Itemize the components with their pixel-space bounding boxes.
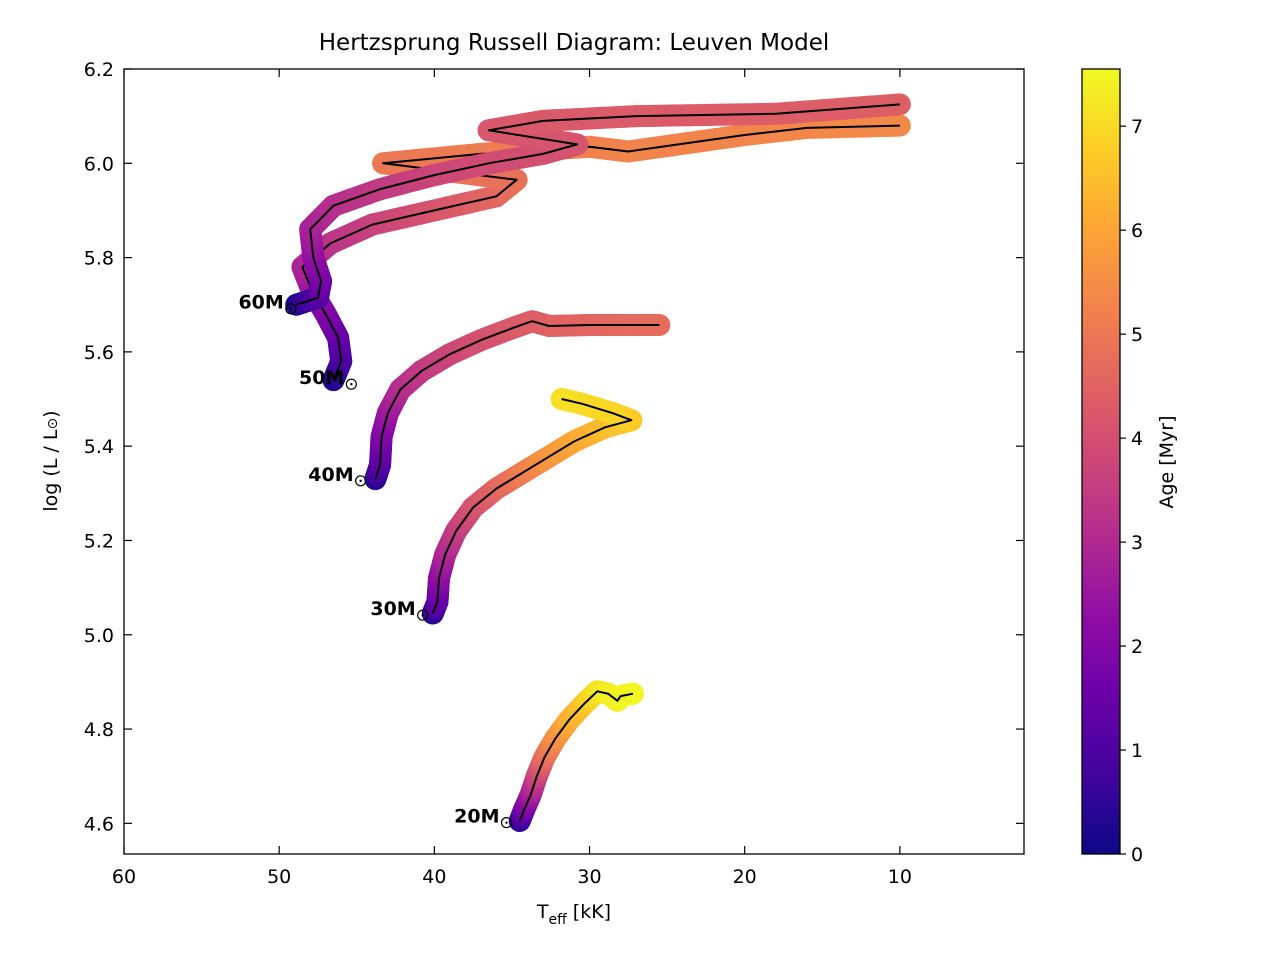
track-label-40m: 40M [308, 464, 353, 486]
track-label-30m: 30M [370, 598, 415, 620]
y-axis-title-end: ) [40, 410, 62, 417]
sun-symbol-icon [285, 303, 297, 315]
colorbar-tick-label: 7 [1131, 116, 1143, 138]
colorbar-tick-label: 0 [1131, 844, 1143, 866]
track-40m [364, 310, 671, 491]
colorbar-ticks: 0 1 2 3 4 5 6 7 [1120, 116, 1143, 866]
colorbar-tick-label: 6 [1131, 220, 1143, 242]
track-50m [291, 114, 911, 392]
sun-symbol-dot [359, 479, 362, 483]
y-tick-label: 4.8 [84, 719, 114, 741]
y-tick-label: 5.8 [84, 248, 114, 270]
sun-symbol-icon [500, 817, 513, 829]
y-tick-label: 6.0 [84, 153, 114, 175]
y-tick-label: 6.2 [84, 59, 114, 81]
x-axis-title-unit: [kK] [567, 901, 611, 923]
y-tick-label: 5.0 [84, 625, 114, 647]
track-line [295, 103, 900, 306]
x-tick-label: 10 [888, 866, 912, 888]
x-tick-label: 40 [422, 866, 446, 888]
x-tick-label: 60 [112, 866, 136, 888]
x-axis-title-sub: eff [549, 912, 568, 928]
track-label-60m: 60M [238, 292, 283, 314]
x-tick-label: 30 [577, 866, 601, 888]
colorbar-tick-label: 5 [1131, 324, 1143, 346]
sun-symbol-icon [355, 475, 367, 487]
track-line [301, 124, 900, 381]
sun-symbol-dot [421, 613, 424, 617]
colorbar-label: Age [Myr] [1156, 415, 1178, 508]
sun-symbol-icon [417, 609, 429, 621]
sun-symbol-dot [350, 382, 353, 386]
colorbar: 0 1 2 3 4 5 6 7 Age [Myr] [1081, 68, 1178, 866]
track-line [518, 690, 634, 822]
colorbar-gradient [1081, 68, 1121, 855]
track-line [374, 320, 660, 480]
plot-frame [123, 68, 1025, 855]
y-axis-title: log (L / L⊙) [40, 410, 62, 511]
x-tick-label: 50 [267, 866, 291, 888]
x-axis-title-main: T [536, 901, 549, 923]
chart-title: Hertzsprung Russell Diagram: Leuven Mode… [319, 30, 829, 56]
track-line [431, 398, 633, 614]
track-label-50m: 50M [299, 367, 344, 389]
sun-symbol-dot [289, 307, 293, 310]
colorbar-tick-label: 4 [1131, 428, 1143, 450]
y-tick-label: 4.6 [84, 813, 114, 835]
track-20m [508, 680, 644, 832]
sun-symbol-icon [345, 378, 357, 390]
sun-symbol-dot [505, 821, 508, 824]
track-30m [421, 388, 643, 625]
x-axis-title: Teff [kK] [536, 901, 611, 928]
labels-layer: 20M 30M 40M 50M 60M [238, 292, 513, 829]
y-tick-label: 5.2 [84, 530, 114, 552]
track-60m [285, 93, 911, 316]
track-label-20m: 20M [454, 806, 499, 828]
y-axis-title-main: log (L / L [40, 429, 62, 511]
y-tick-label: 5.6 [84, 342, 114, 364]
colorbar-tick-label: 1 [1131, 740, 1143, 762]
y-tick-label: 5.4 [84, 436, 114, 458]
y-axis-title-sym: ⊙ [45, 418, 61, 430]
colorbar-tick-label: 3 [1131, 532, 1143, 554]
axes-layer: 60 50 40 30 20 10 4.6 4.8 5.0 5.2 5.4 5.6 5.8 6.0 6.2 [84, 59, 1025, 888]
x-tick-label: 20 [733, 866, 757, 888]
colorbar-tick-label: 2 [1131, 636, 1143, 658]
tracks-layer [285, 93, 911, 832]
